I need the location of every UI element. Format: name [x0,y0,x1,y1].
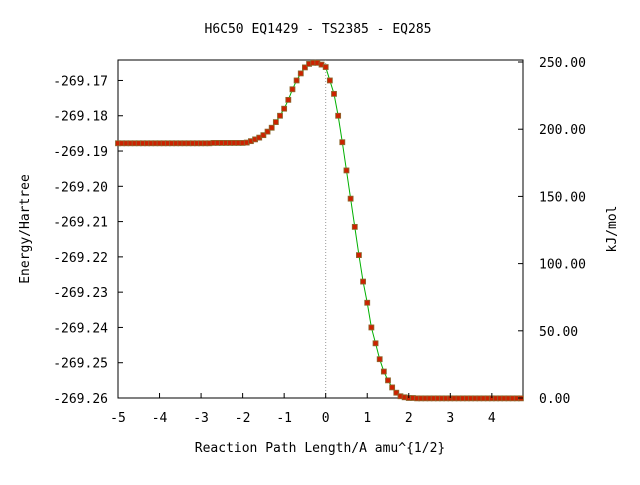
y-tick-label: -269.18 [53,110,108,125]
x-tick-label: 4 [488,411,496,426]
x-axis-title: Reaction Path Length/A amu^{1/2} [195,441,445,456]
data-point [289,86,296,93]
data-point [368,324,375,331]
series-line [118,62,521,399]
data-point [376,356,383,363]
x-tick-label: -3 [193,411,209,426]
data-point [277,112,283,119]
y-tick-label: -269.22 [53,251,108,266]
x-tick-label: 2 [405,411,413,426]
y-right-tick-label: 250.00 [539,56,586,71]
data-point [268,124,275,131]
x-tick-label: 1 [363,411,371,426]
x-tick-label: -2 [235,411,251,426]
data-point [285,96,292,103]
y-right-tick-label: 0.00 [539,392,570,407]
y-tick-label: -269.17 [53,74,108,89]
data-point [360,278,366,285]
y-right-tick-label: 100.00 [539,258,586,273]
data-point [393,389,400,396]
y-tick-label: -269.19 [53,145,108,160]
data-point [326,77,333,84]
y-tick-label: -269.25 [53,357,108,372]
y-tick-label: -269.23 [53,286,108,301]
chart-title: H6C50 EQ1429 - TS2385 - EQ285 [205,22,432,37]
data-point [372,340,379,347]
data-point [339,139,346,146]
data-series [118,62,521,399]
y-axis-title: Energy/Hartree [18,174,33,284]
data-point [297,70,304,77]
y-right-tick-label: 50.00 [539,325,578,340]
x-tick-label: -1 [276,411,292,426]
data-point [331,90,337,97]
y-right-tick-label: 150.00 [539,190,586,205]
data-point [356,252,362,259]
plot-frame [117,59,524,399]
data-point [347,195,354,202]
data-point [272,119,279,125]
data-markers [115,59,524,402]
x-tick-label: 3 [446,411,454,426]
y-right-tick-label: 200.00 [539,123,586,138]
data-point [260,132,267,139]
data-point [343,167,350,174]
x-tick-label: -4 [152,411,168,426]
y-tick-label: -269.24 [53,321,108,336]
data-point [380,368,387,375]
data-point [351,223,358,230]
y-tick-label: -269.26 [53,392,108,407]
data-point [385,377,391,384]
y-tick-label: -269.21 [53,216,108,231]
x-axis: -5 -4 -3 -2 -1 0 1 2 3 4 [110,393,496,426]
data-point [281,105,288,112]
x-tick-label: 0 [322,411,330,426]
data-point [322,64,329,70]
data-point [293,77,300,84]
data-point [364,299,371,306]
y-axis-right: 250.00 200.00 150.00 100.00 50.00 0.00 [518,56,586,407]
data-point [264,128,271,135]
y-axis-right-title: kJ/mol [605,206,620,253]
y-axis-left: -269.17 -269.18 -269.19 -269.20 -269.21 -269.… [53,74,123,407]
x-tick-label: -5 [110,411,126,426]
y-tick-label: -269.20 [53,180,108,195]
data-point [389,384,396,391]
data-point [302,64,308,71]
data-point [335,112,342,119]
